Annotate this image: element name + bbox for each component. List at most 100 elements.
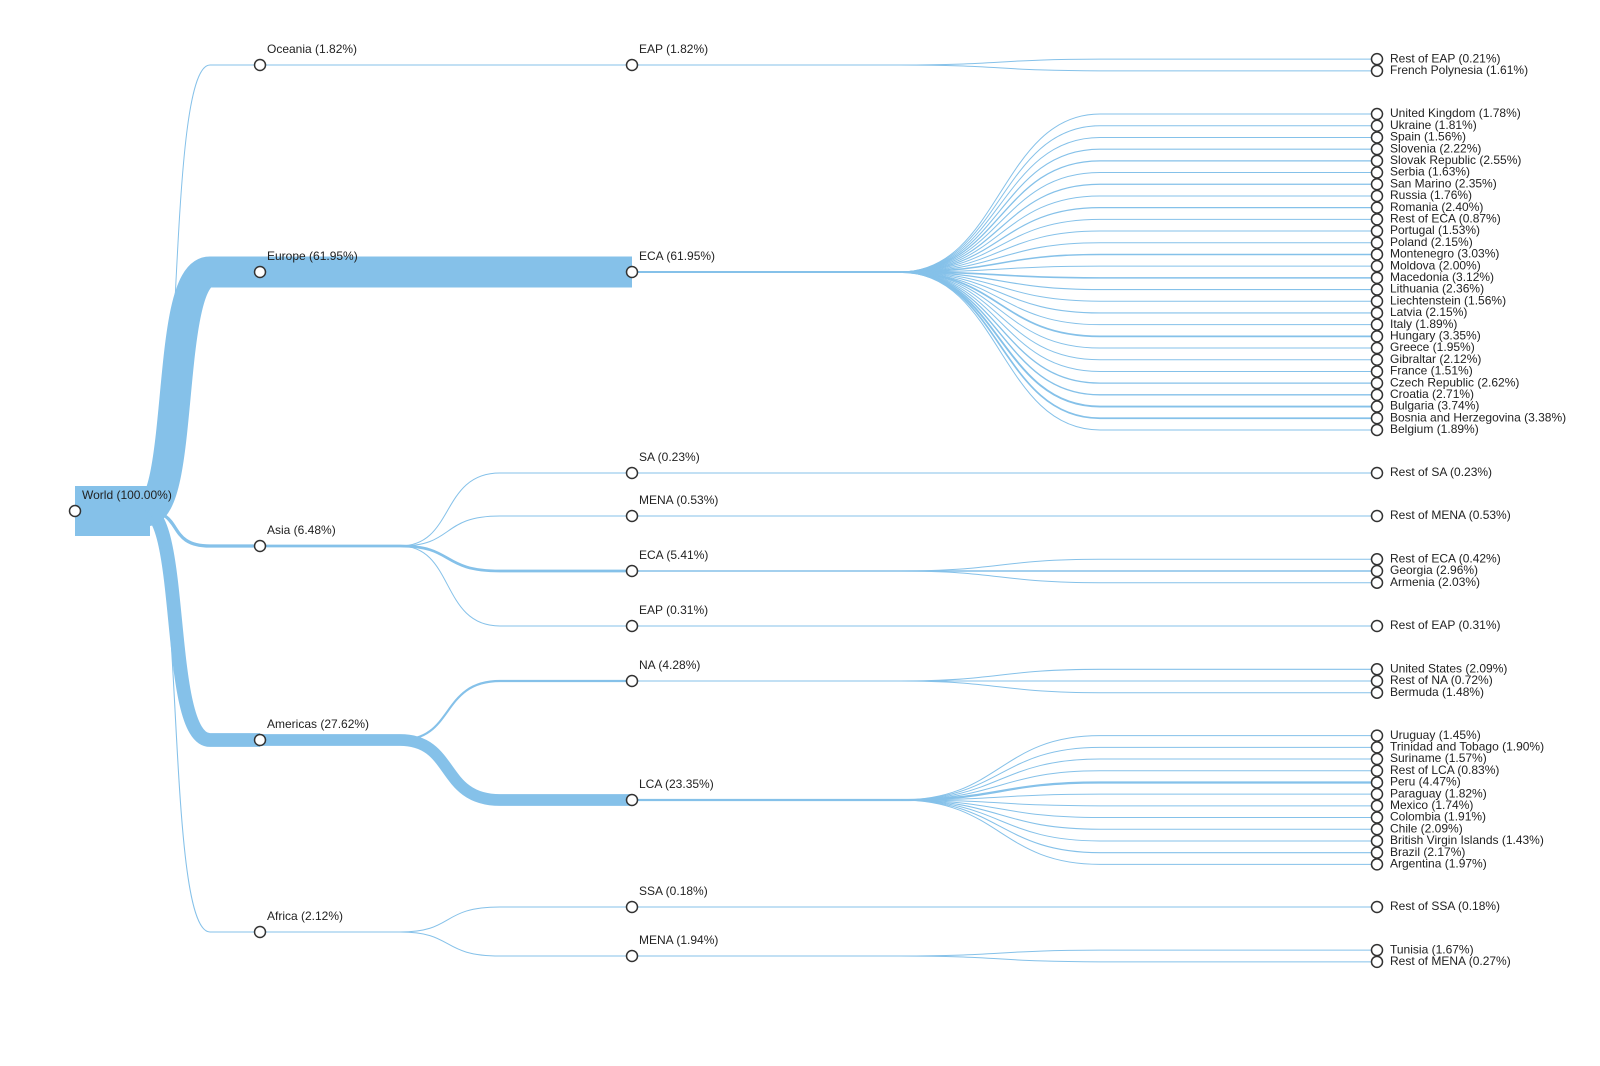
- leaf-label: Suriname (1.57%): [1390, 751, 1487, 765]
- node-label: SSA (0.18%): [639, 884, 708, 898]
- node: [1370, 189, 1384, 203]
- link: [632, 799, 1377, 854]
- link: [260, 931, 632, 957]
- leaf-label: Rest of NA (0.72%): [1390, 673, 1493, 687]
- node: [253, 539, 267, 553]
- link: [632, 570, 1377, 584]
- leaf-label: Tunisia (1.67%): [1390, 942, 1474, 956]
- links: [75, 58, 1377, 963]
- node: [1370, 330, 1384, 343]
- node: [1370, 764, 1384, 777]
- leaf-label: Brazil (2.17%): [1390, 845, 1465, 859]
- leaf-label: Slovenia (2.22%): [1390, 141, 1481, 155]
- node-label: MENA (1.94%): [639, 933, 718, 947]
- node: [1370, 741, 1384, 754]
- leaf-label: United Kingdom (1.78%): [1390, 106, 1521, 120]
- node: [1370, 236, 1384, 249]
- node: [1370, 663, 1384, 676]
- leaf-label: Rest of ECA (0.87%): [1390, 212, 1501, 226]
- leaf-label: Lithuania (2.36%): [1390, 282, 1484, 296]
- leaf-label: Rest of LCA (0.83%): [1390, 763, 1499, 777]
- link: [632, 949, 1377, 957]
- leaf-label: Czech Republic (2.62%): [1390, 375, 1519, 389]
- node: [625, 674, 639, 688]
- leaf-label: Croatia (2.71%): [1390, 387, 1474, 401]
- leaf-label: Bermuda (1.48%): [1390, 685, 1484, 699]
- node: [1370, 131, 1384, 144]
- link: [632, 558, 1377, 572]
- leaf-label: Hungary (3.35%): [1390, 329, 1481, 343]
- leaf-label: Portugal (1.53%): [1390, 223, 1480, 237]
- node: [1370, 271, 1384, 285]
- link: [632, 271, 1377, 431]
- leaf-label: San Marino (2.35%): [1390, 176, 1497, 190]
- leaf-label: Russia (1.76%): [1390, 188, 1472, 202]
- nodes: Rest of EAP (0.21%)French Polynesia (1.6…: [68, 42, 1566, 969]
- leaf-label: Paraguay (1.82%): [1390, 786, 1487, 800]
- link: [142, 504, 260, 747]
- link: [632, 242, 1377, 273]
- leaf-label: Armenia (2.03%): [1390, 575, 1480, 589]
- node: [1370, 619, 1384, 633]
- link: [632, 680, 1377, 694]
- link: [144, 510, 260, 933]
- leaf-label: Rest of EAP (0.21%): [1390, 51, 1501, 65]
- link: [139, 256, 260, 527]
- node: [625, 619, 639, 633]
- node: [1370, 752, 1384, 766]
- leaf-label: Uruguay (1.45%): [1390, 728, 1481, 742]
- node: [1370, 213, 1384, 226]
- link: [632, 799, 1377, 865]
- leaf-label: Argentina (1.97%): [1390, 857, 1487, 871]
- node: [1370, 943, 1384, 957]
- node: [1370, 412, 1384, 425]
- node: [1370, 576, 1384, 589]
- link: [632, 799, 1377, 830]
- leaf-label: France (1.51%): [1390, 364, 1473, 378]
- node: [1370, 248, 1384, 261]
- node: [1370, 787, 1384, 801]
- leaf-label: French Polynesia (1.61%): [1390, 63, 1528, 77]
- node-label: ECA (61.95%): [639, 249, 715, 263]
- node: [1370, 259, 1384, 273]
- node: [1370, 466, 1384, 480]
- node: [1370, 834, 1384, 848]
- node-label: ECA (5.41%): [639, 548, 708, 562]
- leaf-label: Rest of MENA (0.53%): [1390, 508, 1511, 522]
- node: [1370, 306, 1384, 320]
- leaf-label: Ukraine (1.81%): [1390, 118, 1477, 132]
- link: [260, 734, 632, 806]
- node: [1370, 201, 1384, 214]
- node-label: EAP (0.31%): [639, 603, 708, 617]
- node: [1370, 846, 1384, 859]
- node: [1370, 341, 1384, 355]
- node-label: World (100.00%): [82, 488, 172, 502]
- node: [1370, 283, 1384, 296]
- link: [632, 183, 1377, 273]
- node-label: Europe (61.95%): [267, 249, 358, 263]
- node: [1370, 799, 1384, 813]
- leaf-label: Rest of EAP (0.31%): [1390, 618, 1501, 632]
- leaf-label: Moldova (2.00%): [1390, 258, 1481, 272]
- link: [632, 668, 1377, 682]
- node-label: Oceania (1.82%): [267, 42, 357, 56]
- node: [1370, 674, 1384, 688]
- link: [632, 770, 1377, 801]
- leaf-label: Rest of MENA (0.27%): [1390, 954, 1511, 968]
- node: [1370, 318, 1384, 331]
- link: [632, 64, 1377, 72]
- link: [632, 799, 1377, 819]
- link: [632, 253, 1377, 273]
- node: [1370, 686, 1384, 699]
- node: [68, 504, 82, 518]
- node: [1370, 400, 1384, 413]
- node: [253, 925, 267, 939]
- link: [632, 271, 1377, 326]
- link: [260, 545, 632, 627]
- node: [1370, 166, 1384, 179]
- link: [632, 218, 1377, 273]
- leaf-label: Rest of SA (0.23%): [1390, 465, 1492, 479]
- link: [632, 271, 1377, 384]
- node: [1370, 52, 1384, 66]
- leaf-label: Chile (2.09%): [1390, 821, 1463, 835]
